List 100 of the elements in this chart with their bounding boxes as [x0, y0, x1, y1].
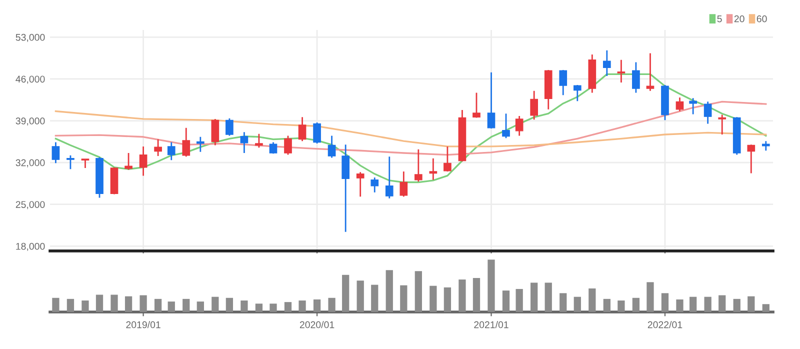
bar — [661, 293, 669, 312]
bar — [560, 293, 567, 312]
bar — [502, 290, 510, 312]
bar — [182, 298, 190, 312]
bar — [618, 300, 625, 312]
candlestick — [676, 96, 684, 112]
candlestick — [385, 156, 394, 200]
candlestick — [313, 122, 321, 144]
bar — [530, 282, 538, 312]
bar — [66, 298, 74, 312]
y-tick-label: 32,000 — [16, 159, 45, 168]
candlestick — [617, 59, 626, 84]
y-tick-label: 46,000 — [16, 76, 45, 84]
x-tick-label: 2022/01 — [648, 321, 682, 328]
bar — [255, 304, 263, 312]
bar — [472, 278, 480, 312]
candlestick — [747, 144, 756, 174]
candlestick — [182, 127, 190, 158]
line-series — [54, 110, 767, 148]
bar — [328, 298, 336, 312]
candlestick — [211, 118, 220, 146]
candlestick — [704, 100, 712, 124]
bar — [733, 298, 740, 312]
bar — [313, 299, 321, 312]
x-tick-label: 2021/01 — [474, 321, 508, 328]
bar — [196, 302, 204, 312]
bar — [124, 296, 132, 312]
candlestick — [154, 138, 162, 157]
candlestick — [689, 97, 697, 115]
candlestick — [472, 92, 480, 118]
bar — [356, 280, 364, 312]
candlestick — [298, 116, 306, 142]
candlestick — [602, 50, 611, 77]
bar — [226, 298, 234, 312]
candlestick — [284, 135, 292, 156]
candlestick — [646, 52, 654, 92]
bar — [240, 300, 248, 312]
y-tick-label: 39,000 — [16, 118, 45, 126]
bar — [52, 298, 60, 312]
bar — [603, 298, 610, 312]
candlestick — [762, 140, 770, 152]
bar — [704, 296, 712, 312]
candlestick — [196, 136, 204, 153]
candlestick — [356, 171, 364, 198]
bar — [414, 271, 422, 312]
bar — [430, 286, 437, 312]
y-tick-label: 25,000 — [16, 201, 45, 210]
candlestick — [530, 90, 538, 120]
candlestick — [400, 170, 408, 198]
candlestick — [328, 135, 336, 158]
bar — [588, 288, 596, 312]
bar — [140, 295, 147, 312]
candlestick — [81, 158, 90, 169]
bar — [82, 300, 89, 312]
bar — [676, 299, 684, 312]
candlestick — [52, 142, 60, 164]
y-tick-label: 18,000 — [16, 242, 45, 251]
candlestick — [139, 146, 148, 176]
bar — [168, 302, 175, 312]
bar — [574, 296, 581, 312]
candlestick — [370, 176, 379, 194]
candlestick — [167, 142, 176, 161]
candlestick — [414, 148, 422, 182]
line-series — [54, 100, 767, 156]
candlestick — [342, 144, 350, 233]
bar — [386, 270, 393, 312]
candlestick — [718, 114, 726, 136]
bar — [154, 298, 162, 312]
y-tick-label: 53,000 — [16, 34, 45, 42]
candlestick — [255, 133, 263, 148]
bar — [516, 288, 523, 312]
bar — [690, 296, 697, 312]
bar — [544, 282, 552, 312]
candlestick — [559, 69, 568, 96]
bar — [270, 304, 277, 312]
x-tick-label: 2019/01 — [126, 321, 160, 328]
legend-label: 5 — [717, 15, 722, 22]
bar — [762, 304, 770, 312]
bar — [298, 300, 306, 312]
bar — [488, 260, 495, 312]
bar — [342, 274, 350, 312]
candlestick — [573, 84, 582, 102]
bar — [458, 280, 466, 312]
bar — [632, 298, 640, 312]
candlestick — [632, 62, 640, 94]
bar — [400, 285, 408, 312]
candlestick — [444, 146, 452, 172]
candlestick — [240, 131, 248, 154]
bar — [748, 296, 755, 312]
bar — [371, 284, 378, 312]
candlestick — [502, 112, 510, 139]
bar — [96, 294, 104, 312]
bar — [212, 296, 219, 312]
candlestick — [226, 118, 234, 136]
bar — [646, 282, 654, 312]
bar — [718, 295, 726, 312]
candlestick — [124, 152, 132, 170]
bar — [444, 287, 452, 312]
legend-label: 60 — [756, 15, 767, 22]
x-tick-label: 2020/01 — [300, 321, 334, 328]
